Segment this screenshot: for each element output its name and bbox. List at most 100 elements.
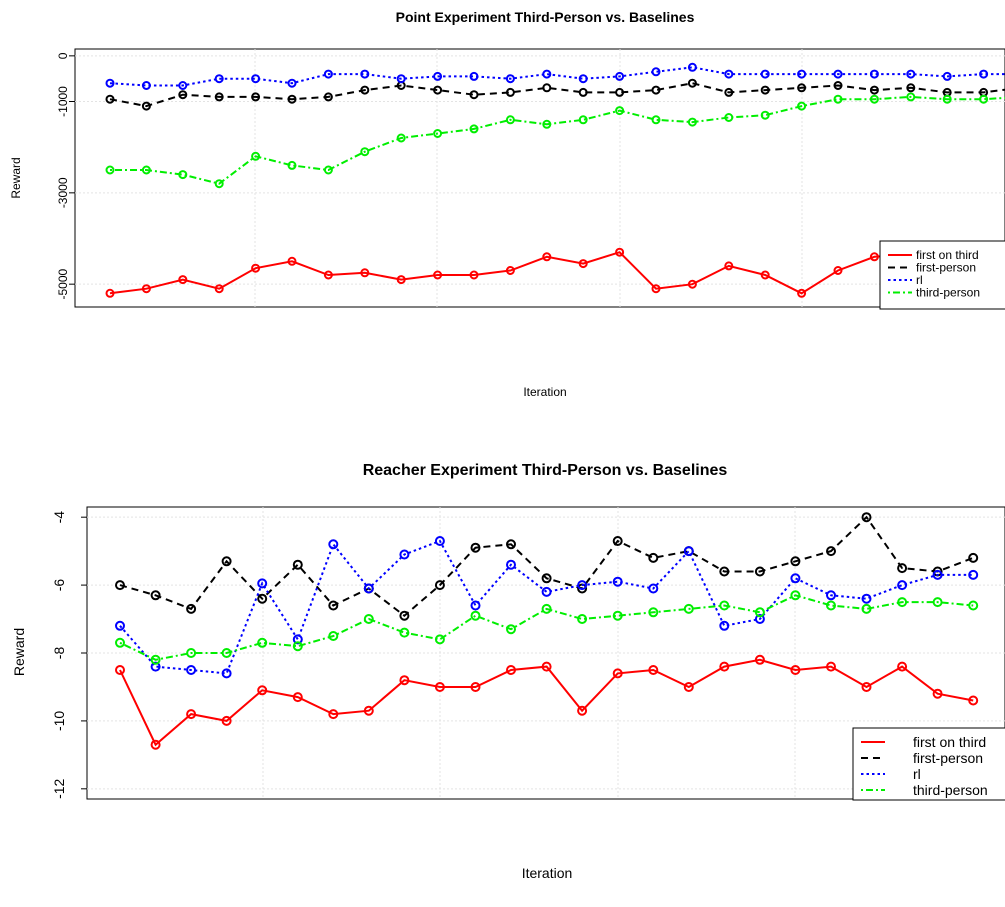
data-point xyxy=(724,69,734,79)
data-point xyxy=(470,610,481,621)
data-point xyxy=(292,641,303,652)
data-point xyxy=(797,83,807,93)
data-point xyxy=(760,110,770,120)
legend-label: third-person xyxy=(913,782,988,798)
y-tick-label: -6 xyxy=(51,579,67,592)
chart-title: Reacher Experiment Third-Person vs. Base… xyxy=(363,462,728,479)
data-point xyxy=(542,119,552,129)
data-point xyxy=(615,87,625,97)
data-point xyxy=(760,85,770,95)
legend-box xyxy=(879,240,1005,310)
series-line xyxy=(109,82,1005,108)
legend-box xyxy=(852,727,1005,801)
data-point xyxy=(105,165,115,175)
data-point xyxy=(687,78,697,88)
data-point xyxy=(433,85,443,95)
data-point xyxy=(328,631,339,641)
data-point xyxy=(469,71,479,81)
data-point xyxy=(150,739,161,750)
data-point xyxy=(506,539,516,550)
legend-label: first-person xyxy=(913,750,983,766)
data-point xyxy=(861,512,872,523)
data-point xyxy=(221,668,232,679)
data-point xyxy=(797,288,807,298)
data-point xyxy=(979,94,989,104)
data-point xyxy=(651,115,661,125)
data-point xyxy=(578,259,588,269)
data-point xyxy=(186,709,197,720)
data-point xyxy=(257,637,268,648)
data-point xyxy=(178,81,188,90)
data-point xyxy=(683,603,694,614)
data-point xyxy=(433,270,443,280)
series-line xyxy=(110,95,1005,185)
data-point xyxy=(221,715,232,726)
data-point xyxy=(150,661,161,672)
y-axis-label: Reward xyxy=(9,157,23,198)
data-point xyxy=(186,603,197,614)
data-point xyxy=(186,648,197,658)
data-point xyxy=(506,665,516,675)
data-point xyxy=(178,90,188,100)
x-axis-label: Iteration xyxy=(523,385,566,399)
data-point xyxy=(719,661,730,672)
data-point xyxy=(505,115,515,125)
data-point xyxy=(323,165,333,175)
data-point xyxy=(869,94,879,104)
data-point xyxy=(541,603,552,614)
data-point xyxy=(360,85,370,95)
plot-area: -4 -6 -8 -10 -12 xyxy=(51,507,1005,799)
data-point xyxy=(186,665,197,675)
data-point xyxy=(469,90,479,100)
data-point xyxy=(328,539,339,550)
data-point xyxy=(214,74,224,84)
data-point xyxy=(612,668,623,679)
data-point xyxy=(542,83,552,93)
data-point xyxy=(541,573,552,584)
data-point xyxy=(541,586,552,597)
plot-frame xyxy=(74,48,1005,308)
data-point xyxy=(257,685,268,696)
data-point xyxy=(360,147,370,157)
data-point xyxy=(754,566,765,577)
data-point xyxy=(932,569,943,580)
data-point xyxy=(790,573,801,584)
data-point xyxy=(578,115,588,125)
data-point xyxy=(214,179,224,189)
data-point xyxy=(105,94,115,104)
data-point xyxy=(833,81,843,90)
data-point xyxy=(651,85,661,95)
data-point xyxy=(790,590,801,601)
legend-label: first on third xyxy=(916,248,979,262)
data-point xyxy=(363,705,374,716)
data-point xyxy=(505,74,515,84)
data-point xyxy=(906,92,916,102)
data-point xyxy=(328,709,339,720)
data-point xyxy=(790,556,801,567)
data-point xyxy=(651,67,661,77)
data-point xyxy=(506,624,516,635)
data-point xyxy=(942,71,952,81)
data-point xyxy=(141,81,151,90)
data-point xyxy=(363,614,374,624)
data-point xyxy=(105,288,115,298)
data-point xyxy=(719,566,730,577)
series-line xyxy=(119,658,974,747)
data-point xyxy=(648,552,659,563)
data-point xyxy=(790,665,801,675)
data-point xyxy=(612,610,623,621)
data-point xyxy=(257,578,268,589)
data-point xyxy=(287,94,297,104)
data-point xyxy=(861,593,872,604)
data-point xyxy=(577,705,588,716)
data-point xyxy=(615,71,625,81)
data-point xyxy=(469,124,479,134)
plot-area: 0 -1000 -3000 -5000 xyxy=(56,49,1005,307)
data-point xyxy=(719,620,730,631)
data-point xyxy=(687,62,697,72)
y-tick-label: -8 xyxy=(51,647,67,660)
data-point xyxy=(897,563,908,574)
data-point xyxy=(612,536,623,546)
data-point xyxy=(651,284,661,294)
